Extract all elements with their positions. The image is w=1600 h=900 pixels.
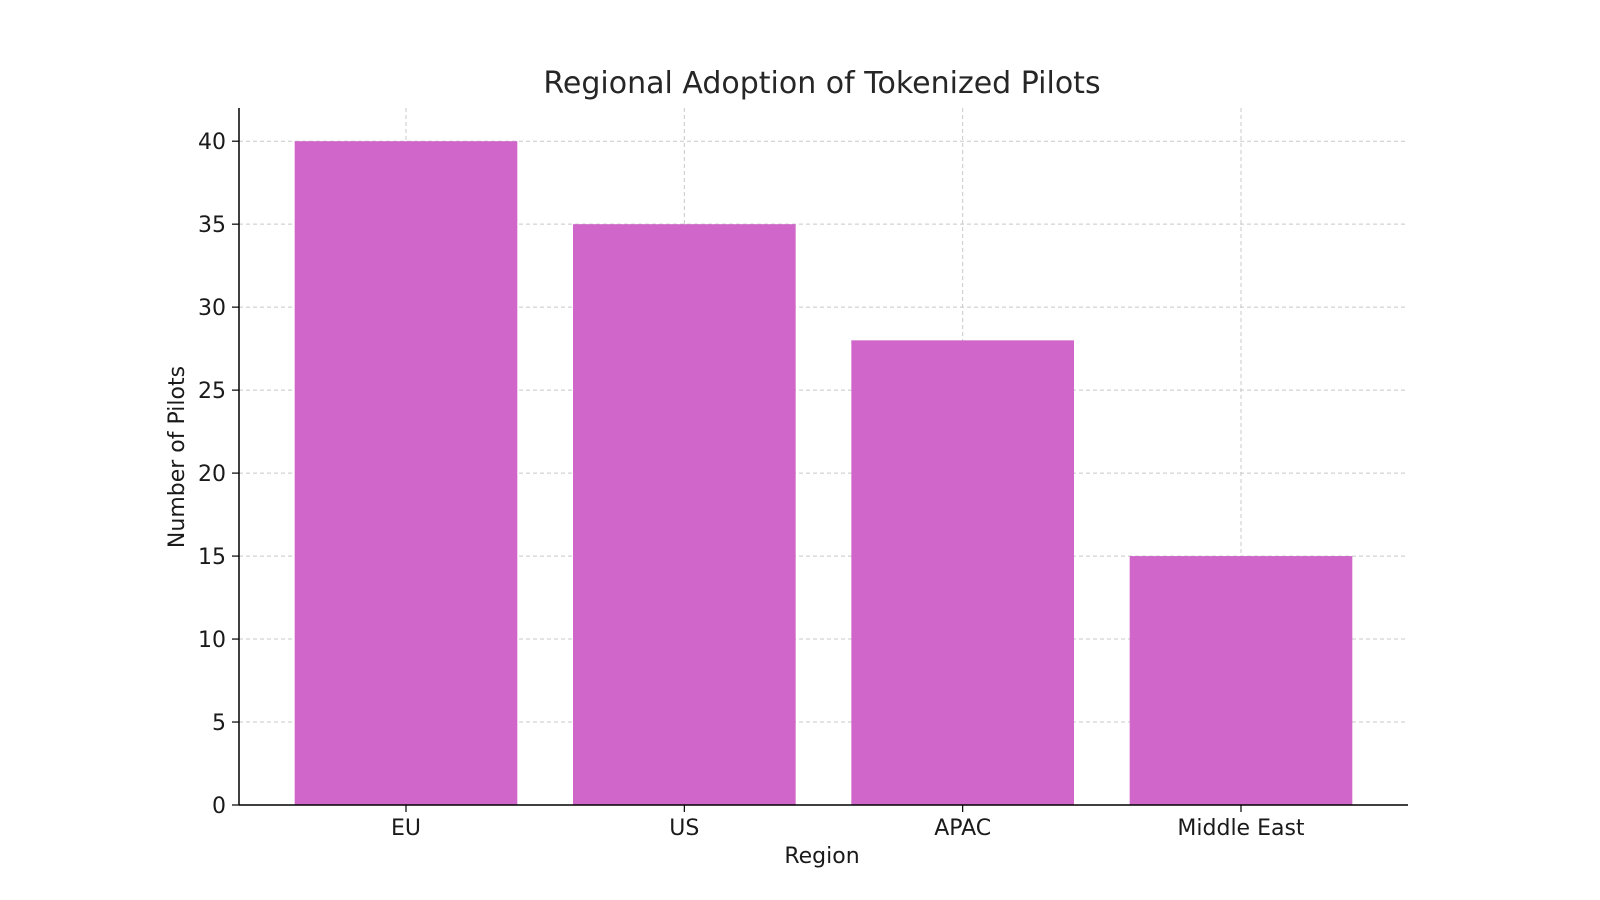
- bar-us: [573, 224, 796, 805]
- y-tick-label: 40: [198, 130, 226, 155]
- x-tick-label: APAC: [934, 816, 991, 841]
- ticks-layer: 0 5 10 15 20 25 30 35 40 EU US APAC Middle East: [198, 130, 1305, 841]
- chart-title: Regional Adoption of Tokenized Pilots: [543, 66, 1100, 101]
- y-tick-label: 30: [198, 296, 226, 321]
- bar-eu: [294, 141, 518, 805]
- y-tick-label: 0: [212, 794, 226, 819]
- bars-layer: [294, 141, 1353, 805]
- x-tick-label: US: [669, 816, 699, 841]
- y-tick-label: 20: [198, 462, 226, 487]
- y-tick-label: 10: [198, 628, 226, 653]
- bar-apac: [851, 340, 1074, 805]
- y-tick-label: 35: [198, 213, 226, 238]
- x-tick-label: EU: [391, 816, 421, 841]
- bar-middle-east: [1129, 556, 1353, 805]
- y-tick-label: 25: [198, 379, 226, 404]
- y-axis-label: Number of Pilots: [165, 366, 190, 548]
- x-tick-label: Middle East: [1177, 816, 1305, 841]
- y-tick-label: 5: [212, 711, 226, 736]
- x-axis-label: Region: [784, 844, 859, 869]
- y-tick-label: 15: [198, 545, 226, 570]
